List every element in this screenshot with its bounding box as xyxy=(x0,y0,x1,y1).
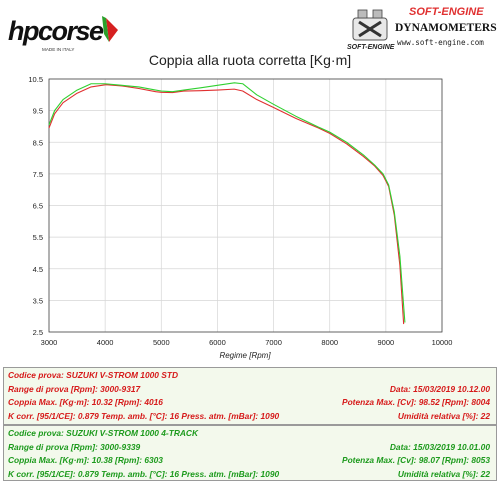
x-axis-label: Regime [Rpm] xyxy=(219,351,271,360)
hpcorse-logo-text: hpcorse xyxy=(8,16,104,46)
panel-row: Range di prova [Rpm]: 3000-9317 Data: 15/… xyxy=(8,384,490,395)
soft-engine-wordmark: SOFT-ENGINE xyxy=(409,6,484,18)
panel-row-right: Potenza Max. [Cv]: 98.07 [Rpm]: 8053 xyxy=(341,455,490,465)
panel-row: Coppia Max. [Kg·m]: 10.38 [Rpm]: 6303 Pot… xyxy=(8,455,490,466)
soft-engine-emblem-text: SOFT-ENGINE xyxy=(347,44,395,51)
hpcorse-tagline: MADE IN ITALY xyxy=(42,47,75,52)
dynamometers-label: DYNAMOMETERS xyxy=(395,22,497,34)
y-tick-label: 8.5 xyxy=(33,138,43,147)
panel-row-left: K corr. [95/1/CE]: 0.879 Temp. amb. [°C]… xyxy=(8,410,280,421)
soft-engine-logo: SOFT-ENGINE SOFT-ENGINE DYNAMOMETERS www… xyxy=(345,2,497,54)
torque-chart: 10.5 9.5 8.5 7.5 6.5 5.5 4.5 3.5 2.5 3000 4000 500… xyxy=(28,75,453,360)
x-tick-label: 4000 xyxy=(97,338,114,347)
piston-emblem-icon xyxy=(352,9,388,41)
x-tick-label: 7000 xyxy=(265,338,282,347)
y-tick-label: 2.5 xyxy=(33,328,43,337)
y-tick-label: 5.5 xyxy=(33,233,43,242)
chart-grid xyxy=(48,78,443,333)
y-tick-label: 6.5 xyxy=(33,202,43,211)
panel-row-left: Codice prova: SUZUKI V-STROM 1000 STD xyxy=(8,370,179,380)
panel-row: K corr. [95/1/CE]: 0.879 Temp. amb. [°C]… xyxy=(8,411,490,422)
y-tick-labels: 10.5 9.5 8.5 7.5 6.5 5.5 4.5 3.5 2.5 xyxy=(28,75,43,337)
panel-row-right: Data: 15/03/2019 10.01.00 xyxy=(389,441,490,452)
panel-row: K corr. [95/1/CE]: 0.879 Temp. amb. [°C]… xyxy=(8,469,490,480)
y-tick-label: 7.5 xyxy=(33,170,43,179)
y-tick-label: 9.5 xyxy=(33,107,43,116)
panel-row-left: Codice prova: SUZUKI V-STROM 1000 4-TRAC… xyxy=(8,428,199,438)
x-tick-label: 8000 xyxy=(321,338,338,347)
panel-row: Codice prova: SUZUKI V-STROM 1000 STD xyxy=(8,370,490,381)
panel-row-left: K corr. [95/1/CE]: 0.879 Temp. amb. [°C]… xyxy=(8,468,280,479)
soft-engine-url: www.soft-engine.com xyxy=(397,38,484,47)
x-tick-label: 9000 xyxy=(378,338,395,347)
panel-row-left: Coppia Max. [Kg·m]: 10.38 [Rpm]: 6303 xyxy=(8,455,163,465)
panel-row-right: Umidità relativa [%]: 22 xyxy=(397,410,490,421)
panel-row: Range di prova [Rpm]: 3000-9339 Data: 15/… xyxy=(8,442,490,453)
x-tick-label: 5000 xyxy=(153,338,170,347)
panel-row-left: Range di prova [Rpm]: 3000-9339 xyxy=(8,441,141,452)
chart-axes xyxy=(48,78,443,333)
series-line-4track xyxy=(48,82,406,323)
panel-row-right: Data: 15/03/2019 10.12.00 xyxy=(389,383,490,394)
hpcorse-logo: hpcorse MADE IN ITALY xyxy=(6,10,126,54)
chart-title: Coppia alla ruota corretta [Kg·m] xyxy=(148,52,352,68)
x-tick-label: 6000 xyxy=(209,338,226,347)
x-tick-label: 3000 xyxy=(41,338,58,347)
x-tick-labels: 3000 4000 5000 6000 7000 8000 9000 10000 xyxy=(41,338,453,347)
y-tick-label: 4.5 xyxy=(33,265,43,274)
series-line-std xyxy=(48,84,405,325)
x-tick-label: 10000 xyxy=(432,338,453,347)
chart-series xyxy=(48,82,406,325)
test-panel-4track: Codice prova: SUZUKI V-STROM 1000 4-TRAC… xyxy=(3,425,497,481)
panel-row: Codice prova: SUZUKI V-STROM 1000 4-TRAC… xyxy=(8,428,490,439)
test-panel-std: Codice prova: SUZUKI V-STROM 1000 STD Ran… xyxy=(3,367,497,425)
italian-flag-swoosh-icon xyxy=(106,18,118,42)
plot-frame xyxy=(48,78,443,333)
panel-row-left: Coppia Max. [Kg·m]: 10.32 [Rpm]: 4016 xyxy=(8,397,163,407)
panel-row-right: Potenza Max. [Cv]: 98.52 [Rpm]: 8004 xyxy=(341,397,490,407)
panel-row-right: Umidità relativa [%]: 22 xyxy=(397,468,490,479)
y-tick-label: 10.5 xyxy=(28,75,43,84)
panel-row: Coppia Max. [Kg·m]: 10.32 [Rpm]: 4016 Pot… xyxy=(8,397,490,408)
y-tick-label: 3.5 xyxy=(33,296,43,305)
panel-row-left: Range di prova [Rpm]: 3000-9317 xyxy=(8,383,141,394)
